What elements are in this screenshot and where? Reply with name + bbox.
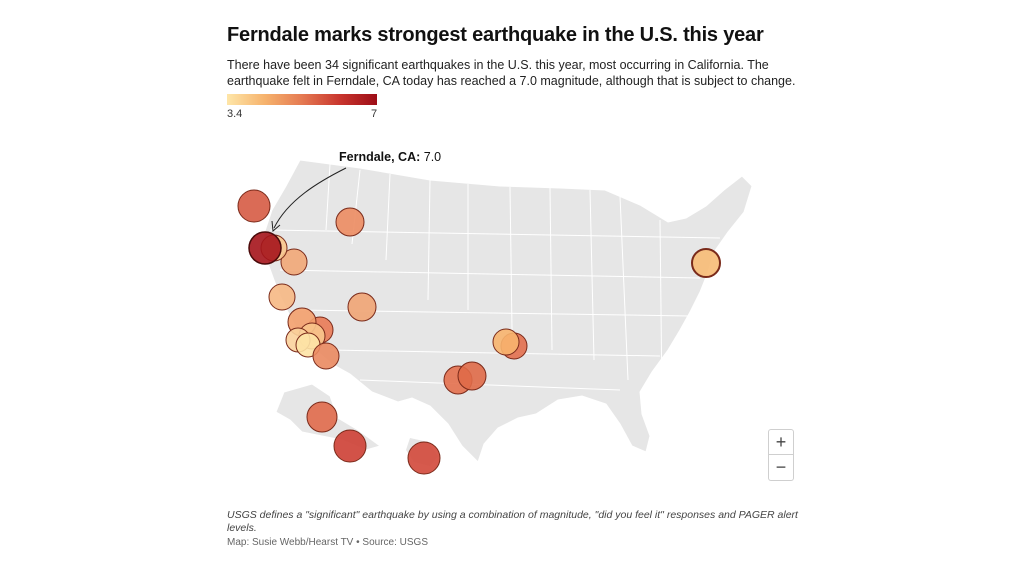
- quake-marker[interactable]: [306, 401, 338, 433]
- quake-marker[interactable]: [280, 248, 308, 276]
- state-borders: [269, 163, 721, 401]
- legend-min-label: 3.4: [227, 108, 243, 120]
- quake-marker[interactable]: [347, 292, 377, 322]
- quake-marker[interactable]: [335, 207, 365, 237]
- quake-marker[interactable]: [691, 248, 721, 278]
- quake-marker[interactable]: [333, 429, 367, 463]
- page-title: Ferndale marks strongest earthquake in t…: [227, 24, 764, 46]
- quake-marker[interactable]: [312, 342, 340, 370]
- callout-value: 7.0: [423, 150, 442, 164]
- quake-marker[interactable]: [492, 328, 520, 356]
- callout-arrowhead: [271, 220, 281, 233]
- legend-max-label: 7: [371, 108, 378, 120]
- quake-marker[interactable]: [457, 361, 487, 391]
- callout-arrow: [273, 167, 347, 229]
- magnitude-color-legend: [227, 94, 377, 105]
- footnote: USGS defines a "significant" earthquake …: [227, 509, 798, 534]
- quake-marker[interactable]: [407, 441, 441, 475]
- callout-place: Ferndale, CA:: [339, 150, 421, 164]
- source-credit: Map: Susie Webb/Hearst TV • Source: USGS: [227, 537, 428, 548]
- page-subtitle: There have been 34 significant earthquak…: [227, 58, 796, 88]
- quake-marker[interactable]: [268, 283, 296, 311]
- quake-marker[interactable]: [237, 189, 271, 223]
- zoom-in-button[interactable]: +: [768, 429, 794, 455]
- zoom-out-button[interactable]: −: [768, 455, 794, 481]
- ferndale-callout: Ferndale, CA: 7.0: [339, 150, 441, 164]
- earthquake-markers: [237, 189, 721, 475]
- quake-marker[interactable]: [248, 231, 282, 265]
